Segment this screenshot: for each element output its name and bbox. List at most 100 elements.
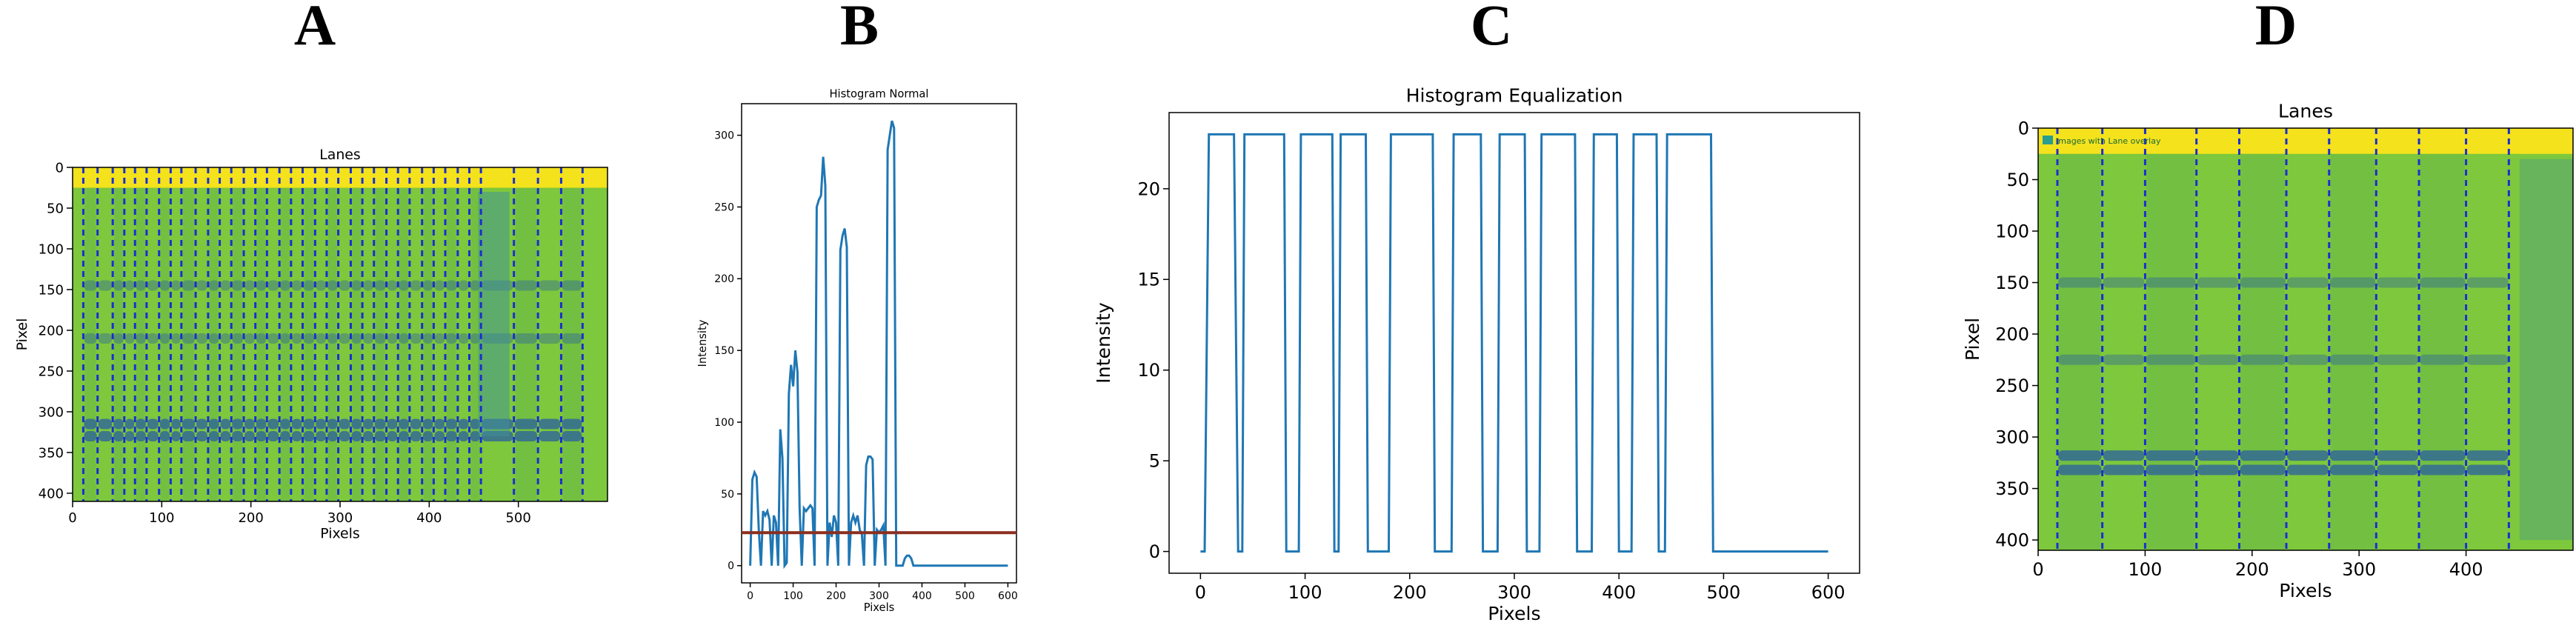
gel-smear xyxy=(478,192,510,436)
x-tick-label: 400 xyxy=(2449,559,2483,580)
gel-band xyxy=(256,418,267,430)
gel-band xyxy=(458,418,469,430)
gel-band xyxy=(84,431,97,441)
gel-band xyxy=(351,431,362,441)
gel-lane-shade xyxy=(2420,153,2465,550)
gel-band xyxy=(2146,354,2196,365)
gel-lane-shade xyxy=(562,187,582,501)
x-tick-label: 400 xyxy=(416,510,442,526)
y-tick-label: 300 xyxy=(1995,427,2029,447)
gel-band xyxy=(136,418,146,430)
gel-band xyxy=(2377,450,2419,461)
y-tick-label: 50 xyxy=(47,201,64,216)
x-axis-label: Pixels xyxy=(864,601,895,614)
panel-label: B xyxy=(840,0,879,57)
y-tick-label: 200 xyxy=(714,273,734,285)
gel-band xyxy=(514,333,538,344)
x-tick-label: 600 xyxy=(998,590,1018,602)
gel-band xyxy=(232,280,244,291)
gel-lane-shade xyxy=(470,187,480,501)
gel-band xyxy=(124,418,135,430)
gel-band xyxy=(98,333,113,344)
x-tick-label: 0 xyxy=(2032,559,2043,580)
gel-band xyxy=(84,333,97,344)
gel-band xyxy=(2057,277,2102,288)
gel-band xyxy=(562,418,582,430)
gel-band xyxy=(147,418,159,430)
gel-band xyxy=(196,280,207,291)
gel-band xyxy=(399,431,409,441)
gel-band xyxy=(2287,354,2329,365)
gel-band xyxy=(220,333,231,344)
gel-band xyxy=(445,333,457,344)
chart-panel-b: 0 100 200 300 400 500 600 0 50 100 150 200 250 300 His… xyxy=(696,88,1018,615)
gel-band xyxy=(422,418,433,430)
x-tick-label: 0 xyxy=(68,510,76,526)
gel-band xyxy=(2420,464,2466,475)
gel-band xyxy=(113,431,124,441)
gel-band xyxy=(351,418,362,430)
gel-band xyxy=(2420,277,2466,288)
gel-band xyxy=(374,333,386,344)
panel-label: A xyxy=(294,0,336,57)
gel-lane-shade xyxy=(209,187,219,501)
y-axis-label: Intensity xyxy=(696,319,709,367)
y-tick-label: 350 xyxy=(39,445,64,461)
gel-band xyxy=(387,418,398,430)
gel-band xyxy=(2329,354,2376,365)
x-tick-label: 500 xyxy=(1707,582,1741,603)
chart-title: Histogram Equalization xyxy=(1406,85,1623,107)
x-tick-label: 600 xyxy=(1811,582,1846,603)
x-tick-label: 0 xyxy=(1195,582,1206,603)
gel-band xyxy=(159,418,170,430)
gel-band xyxy=(434,280,445,291)
gel-band xyxy=(363,280,373,291)
gel-band xyxy=(291,431,302,441)
gel-band xyxy=(339,418,350,430)
gel-band xyxy=(2146,277,2196,288)
gel-lane-shade xyxy=(160,187,170,501)
gel-band xyxy=(316,280,326,291)
gel-band xyxy=(98,431,113,441)
gel-lane-shade xyxy=(256,187,266,501)
x-tick-label: 100 xyxy=(1288,582,1322,603)
gel-band xyxy=(2197,450,2239,461)
gel-lane-shade xyxy=(84,187,96,501)
gel-band xyxy=(196,418,207,430)
y-tick-label: 150 xyxy=(39,282,64,298)
axes-frame xyxy=(1168,112,1860,574)
gel-band xyxy=(470,280,481,291)
gel-band xyxy=(2329,277,2376,288)
panel-label: D xyxy=(2255,0,2297,57)
gel-band xyxy=(84,280,97,291)
gel-band xyxy=(171,280,181,291)
gel-band xyxy=(458,431,469,441)
gel-band xyxy=(2377,354,2419,365)
gel-band xyxy=(124,431,135,441)
gel-band xyxy=(291,418,302,430)
gel-band xyxy=(327,333,338,344)
y-tick-label: 0 xyxy=(1149,541,1160,562)
gel-band xyxy=(539,418,561,430)
gel-band xyxy=(208,431,219,441)
legend-swatch xyxy=(2043,136,2053,144)
gel-band xyxy=(159,280,170,291)
gel-band xyxy=(2466,450,2509,461)
gel-band xyxy=(399,418,409,430)
gel-band xyxy=(470,333,481,344)
gel-band xyxy=(327,280,338,291)
gel-band xyxy=(539,280,561,291)
gel-band xyxy=(291,280,302,291)
gel-band xyxy=(136,280,146,291)
y-tick-label: 250 xyxy=(39,364,64,379)
gel-band xyxy=(410,333,422,344)
gel-band xyxy=(303,333,315,344)
gel-band xyxy=(562,280,582,291)
x-tick-label: 100 xyxy=(2128,559,2162,580)
gel-lane-shade xyxy=(423,187,433,501)
gel-lane-shade xyxy=(327,187,337,501)
gel-band xyxy=(84,418,97,430)
gel-band xyxy=(434,431,445,441)
gel-lane-shade xyxy=(515,187,537,501)
gel-band xyxy=(434,333,445,344)
